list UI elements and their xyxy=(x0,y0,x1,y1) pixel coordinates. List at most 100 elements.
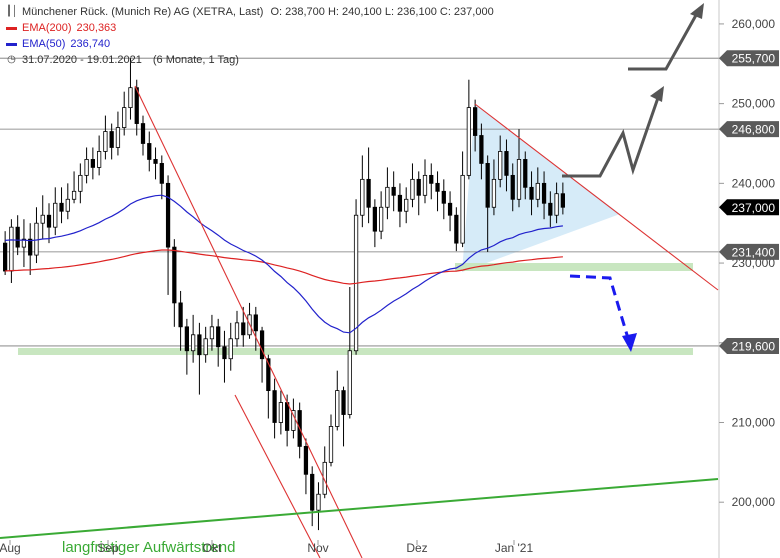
y-tick-label: 200,000 xyxy=(732,495,776,509)
candle-body xyxy=(504,151,509,176)
candle-body xyxy=(266,358,271,392)
x-tick-label: Dez xyxy=(406,541,427,555)
price-level-labels: 255,700 246,800 237,000 231,400 219,600 xyxy=(719,50,779,354)
candle-body xyxy=(541,182,547,204)
candle-body xyxy=(222,346,227,360)
candle-body xyxy=(59,202,64,212)
candle-body xyxy=(429,174,434,184)
x-tick-label: Nov xyxy=(307,541,328,555)
x-tick-label: Jan '21 xyxy=(495,541,534,555)
candle-body xyxy=(479,135,484,164)
candle-body xyxy=(341,390,346,415)
candle-body xyxy=(34,222,39,256)
candle-body xyxy=(78,174,83,192)
candle-body xyxy=(97,151,102,168)
candle-body xyxy=(147,143,152,160)
candle-body xyxy=(335,390,340,427)
price-tag-label: 231,400 xyxy=(732,245,776,259)
candle-body xyxy=(197,334,202,356)
ema50-swatch xyxy=(6,42,17,46)
ohlc-values: O: 238,700 H: 240,100 L: 236,100 C: 237,… xyxy=(270,6,494,18)
downtrend-line-upper xyxy=(134,85,363,558)
candle-body xyxy=(216,326,221,348)
candle-body xyxy=(491,178,497,208)
price-tag-label: 246,800 xyxy=(732,123,776,137)
candle-body xyxy=(548,202,553,216)
candle-body xyxy=(172,246,177,304)
ema200-value: 230,363 xyxy=(76,22,117,34)
candle-body xyxy=(53,202,58,228)
candle-body xyxy=(259,330,265,360)
support-band-231 xyxy=(455,263,693,271)
candle-body xyxy=(404,198,409,212)
candle-body xyxy=(15,226,20,248)
candle-body xyxy=(385,186,390,208)
candle-body xyxy=(209,326,215,340)
candlestick-icon: ┃│ xyxy=(6,6,19,17)
candle-body xyxy=(84,159,89,176)
clock-icon: ◷ xyxy=(7,54,16,65)
candle-body xyxy=(535,182,540,200)
instrument-title: Münchener Rück. (Munich Re) AG (XETRA, L… xyxy=(22,6,264,18)
forecast-down-arrowhead xyxy=(622,333,637,352)
y-tick-label: 250,000 xyxy=(732,97,776,111)
candle-body xyxy=(46,214,52,228)
candle-body xyxy=(134,87,139,124)
candle-body xyxy=(366,178,371,208)
forecast-up-path-2 xyxy=(628,7,702,71)
price-tag xyxy=(719,121,779,138)
candle-body xyxy=(516,159,522,200)
candle-body xyxy=(165,182,171,248)
candle-body xyxy=(347,350,352,415)
x-tick-label: Aug xyxy=(0,541,21,555)
candle-body xyxy=(9,226,14,272)
price-tag-label: 255,700 xyxy=(732,52,776,66)
candle-body xyxy=(510,174,515,200)
candle-body xyxy=(529,186,534,200)
candle-body xyxy=(328,426,334,463)
price-tag xyxy=(719,243,779,260)
candle-body xyxy=(184,326,189,352)
candle-body xyxy=(253,314,258,332)
ema200-line xyxy=(5,249,563,285)
candle-body xyxy=(115,127,121,148)
candle-body xyxy=(435,182,440,192)
candle-body xyxy=(416,178,421,196)
ema200-swatch xyxy=(6,26,17,30)
price-level-lines xyxy=(0,57,720,347)
candle-body xyxy=(28,238,33,256)
candle-body xyxy=(379,206,384,232)
forecast-up-path-1 xyxy=(562,91,662,178)
y-tick-label: 260,000 xyxy=(732,17,776,31)
candle-body xyxy=(90,159,95,168)
candle-body xyxy=(40,214,45,224)
candle-body xyxy=(285,402,290,431)
candle-body xyxy=(228,338,233,360)
triangle-resistance-line xyxy=(474,103,719,291)
legend-title-row: ┃│ Münchener Rück. (Munich Re) AG (XETRA… xyxy=(6,4,494,20)
period-range: 31.07.2020 - 19.01.2021 xyxy=(22,54,142,66)
ema200-label: EMA(200) xyxy=(22,22,72,34)
downtrend-line-lower xyxy=(234,394,321,558)
candle-body xyxy=(153,159,158,164)
candle-body xyxy=(3,242,8,272)
candle-body xyxy=(322,461,327,495)
candle-body xyxy=(241,322,246,336)
price-tag-label: 237,000 xyxy=(732,201,776,215)
candle-body xyxy=(303,445,309,475)
x-axis: Aug Sep Okt Nov Dez Jan '21 xyxy=(0,540,533,555)
legend-ema50: EMA(50) 236,740 xyxy=(6,36,494,52)
forecast-down-path xyxy=(569,274,632,346)
candle-body xyxy=(460,174,465,244)
candle-body xyxy=(71,190,77,200)
candle-body xyxy=(109,131,114,148)
candle-body xyxy=(560,193,565,208)
candlesticks xyxy=(3,58,565,531)
support-band-219 xyxy=(18,348,693,355)
forecast-up-arrowhead-1 xyxy=(650,86,664,102)
candle-body xyxy=(103,131,108,152)
candle-body xyxy=(291,410,296,431)
candle-body xyxy=(272,390,277,423)
chart-legend: ┃│ Münchener Rück. (Munich Re) AG (XETRA… xyxy=(6,4,494,68)
